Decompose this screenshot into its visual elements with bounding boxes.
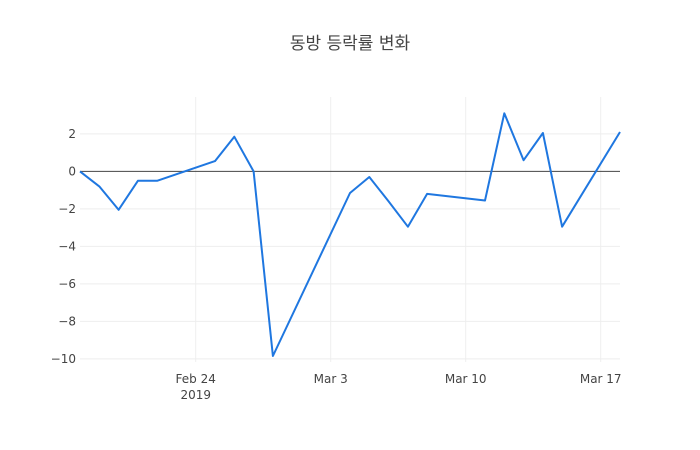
y-tick-label: 2 (68, 127, 76, 141)
y-tick-label: −2 (58, 202, 76, 216)
y-axis: 2 0 −2 −4 −6 −8 −10 (51, 127, 76, 366)
y-tick-label: −10 (51, 352, 76, 366)
y-tick-label: −6 (58, 277, 76, 291)
x-tick-label: Mar 10 (445, 372, 487, 386)
x-tick-label: Mar 17 (580, 372, 622, 386)
x-axis: Feb 24 2019 Mar 3 Mar 10 Mar 17 (176, 372, 622, 402)
plot-area (79, 112, 621, 357)
x-tick-label: Feb 24 (176, 372, 216, 386)
chart-title: 동방 등락률 변화 (290, 34, 411, 54)
series-line (79, 112, 621, 357)
gridlines (80, 97, 620, 362)
y-tick-label: −8 (58, 314, 76, 328)
x-tick-label: Mar 3 (314, 372, 348, 386)
y-tick-label: −4 (58, 239, 76, 253)
x-tick-year: 2019 (180, 388, 211, 402)
y-tick-label: 0 (68, 164, 76, 178)
